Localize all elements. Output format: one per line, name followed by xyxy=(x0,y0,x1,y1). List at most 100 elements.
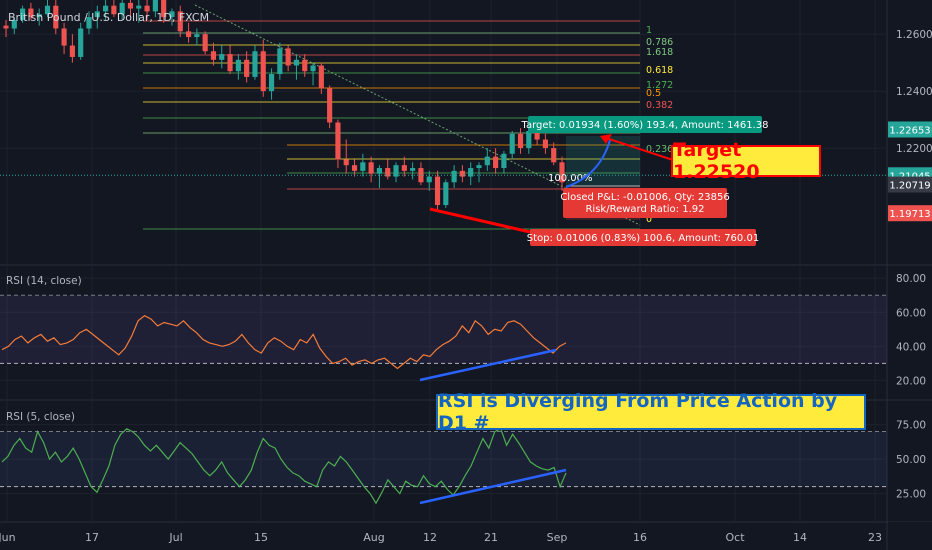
candle-body[interactable] xyxy=(136,5,142,9)
candle-body[interactable] xyxy=(509,133,515,154)
candle-body[interactable] xyxy=(161,0,167,18)
candle-body[interactable] xyxy=(559,162,565,183)
candle-body[interactable] xyxy=(493,156,499,169)
target-callout: Target 1.22520 xyxy=(671,139,821,183)
target-callout-text: Target 1.22520 xyxy=(673,139,760,183)
candle-body[interactable] xyxy=(343,159,349,166)
candle-body[interactable] xyxy=(534,131,540,140)
candle-body[interactable] xyxy=(3,25,9,29)
candle-body[interactable] xyxy=(385,168,391,177)
candle-body[interactable] xyxy=(36,14,42,18)
candle-body[interactable] xyxy=(335,122,341,160)
candle-body[interactable] xyxy=(219,54,225,60)
y-tick-label: 80.00 xyxy=(896,273,926,285)
candle-body[interactable] xyxy=(526,131,532,149)
candle-body[interactable] xyxy=(227,54,233,72)
rsi14-pane[interactable]: RSI (14, close) xyxy=(0,275,887,382)
x-tick-label: 21 xyxy=(484,531,498,544)
candle-body[interactable] xyxy=(368,162,374,174)
candle-body[interactable] xyxy=(302,59,308,72)
candle-body[interactable] xyxy=(235,59,241,72)
candle-body[interactable] xyxy=(78,28,84,57)
candle-body[interactable] xyxy=(310,65,316,72)
candle-body[interactable] xyxy=(451,170,457,183)
candle-body[interactable] xyxy=(551,148,557,163)
y-tick-label: 50.00 xyxy=(896,454,926,466)
candle-body[interactable] xyxy=(260,51,266,92)
y-tick-label: 40.00 xyxy=(896,341,926,353)
candle-body[interactable] xyxy=(252,51,258,77)
divergence-banner-text: RSI is Diverging From Price Action by D1… xyxy=(438,390,838,434)
candle-body[interactable] xyxy=(293,59,300,66)
axis-corner xyxy=(888,522,932,550)
candle-body[interactable] xyxy=(169,11,175,18)
candle-body[interactable] xyxy=(144,5,150,12)
candle-body[interactable] xyxy=(393,165,399,177)
rsi-legend: RSI (14, close) xyxy=(6,275,82,287)
candle-body[interactable] xyxy=(277,48,283,75)
fib-level-label: 0 xyxy=(646,214,652,225)
x-tick-label: 15 xyxy=(254,531,268,544)
x-tick-label: Aug xyxy=(363,531,384,544)
y-tick-label: 1.24000 xyxy=(896,86,932,98)
candle-body[interactable] xyxy=(185,31,192,38)
candle-body[interactable] xyxy=(351,165,358,171)
candle-body[interactable] xyxy=(360,162,366,171)
fib-level-label: 0.236 xyxy=(646,144,673,155)
candle-body[interactable] xyxy=(484,156,490,166)
overlays: Target: 0.01934 (1.60%) 193.4, Amount: 1… xyxy=(429,116,768,246)
candle-body[interactable] xyxy=(177,11,183,32)
candle-body[interactable] xyxy=(69,45,75,57)
candle-body[interactable] xyxy=(194,34,200,38)
candle-body[interactable] xyxy=(542,139,548,149)
y-axis[interactable]: 1.260001.240001.220001.226531.210451.207… xyxy=(888,29,932,550)
candle-body[interactable] xyxy=(244,59,250,77)
rsi-series-line[interactable] xyxy=(1,314,567,370)
candle-body[interactable] xyxy=(517,133,524,149)
fib-level-label: 0.5 xyxy=(646,88,661,99)
candle-body[interactable] xyxy=(501,153,507,169)
x-tick-label: Sep xyxy=(547,531,568,544)
rsi-series-line[interactable] xyxy=(1,427,567,505)
candle-body[interactable] xyxy=(443,182,449,206)
candle-body[interactable] xyxy=(103,5,109,12)
rsi5-pane[interactable]: RSI (5, close) xyxy=(0,411,887,505)
candle-body[interactable] xyxy=(434,176,441,206)
candle-body[interactable] xyxy=(459,170,465,177)
candle-body[interactable] xyxy=(318,65,324,89)
candle-body[interactable] xyxy=(426,176,432,183)
candle-body[interactable] xyxy=(476,165,482,169)
candle-body[interactable] xyxy=(61,28,67,46)
candle-body[interactable] xyxy=(20,8,26,20)
candle-body[interactable] xyxy=(202,34,208,52)
candle-body[interactable] xyxy=(44,5,51,15)
fib-level-label: 0.382 xyxy=(646,100,673,111)
candle-body[interactable] xyxy=(11,19,17,29)
candle-body[interactable] xyxy=(127,2,134,9)
price-axis-tag xyxy=(888,205,932,222)
candle-body[interactable] xyxy=(86,17,92,29)
candle-body[interactable] xyxy=(468,168,474,177)
candle-body[interactable] xyxy=(401,165,407,171)
candle-body[interactable] xyxy=(210,51,217,60)
candle-body[interactable] xyxy=(119,2,125,15)
fib-level-label: 1.618 xyxy=(646,47,673,58)
rsi-band-fill xyxy=(0,295,887,364)
x-axis[interactable]: Jun 17 Jul 15 Aug 12 21 Sep 16 Oct 14 23 xyxy=(0,531,882,544)
candle-body[interactable] xyxy=(111,5,117,15)
price-axis-tag-text: 1.22653 xyxy=(889,125,930,136)
candle-body[interactable] xyxy=(28,8,34,18)
candle-body[interactable] xyxy=(327,88,333,123)
candle-body[interactable] xyxy=(94,11,100,18)
fib-level-label: 1 xyxy=(646,25,652,36)
candle-body[interactable] xyxy=(285,48,291,66)
rsi-band-fill xyxy=(0,431,887,487)
candle-body[interactable] xyxy=(53,5,59,29)
candle-body[interactable] xyxy=(376,168,383,174)
candle-body[interactable] xyxy=(268,74,275,92)
x-tick-label: 14 xyxy=(793,531,807,544)
candle-body[interactable] xyxy=(410,168,416,171)
candle-body[interactable] xyxy=(152,0,158,12)
